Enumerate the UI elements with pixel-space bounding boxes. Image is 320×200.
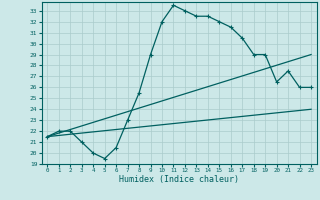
X-axis label: Humidex (Indice chaleur): Humidex (Indice chaleur): [119, 175, 239, 184]
